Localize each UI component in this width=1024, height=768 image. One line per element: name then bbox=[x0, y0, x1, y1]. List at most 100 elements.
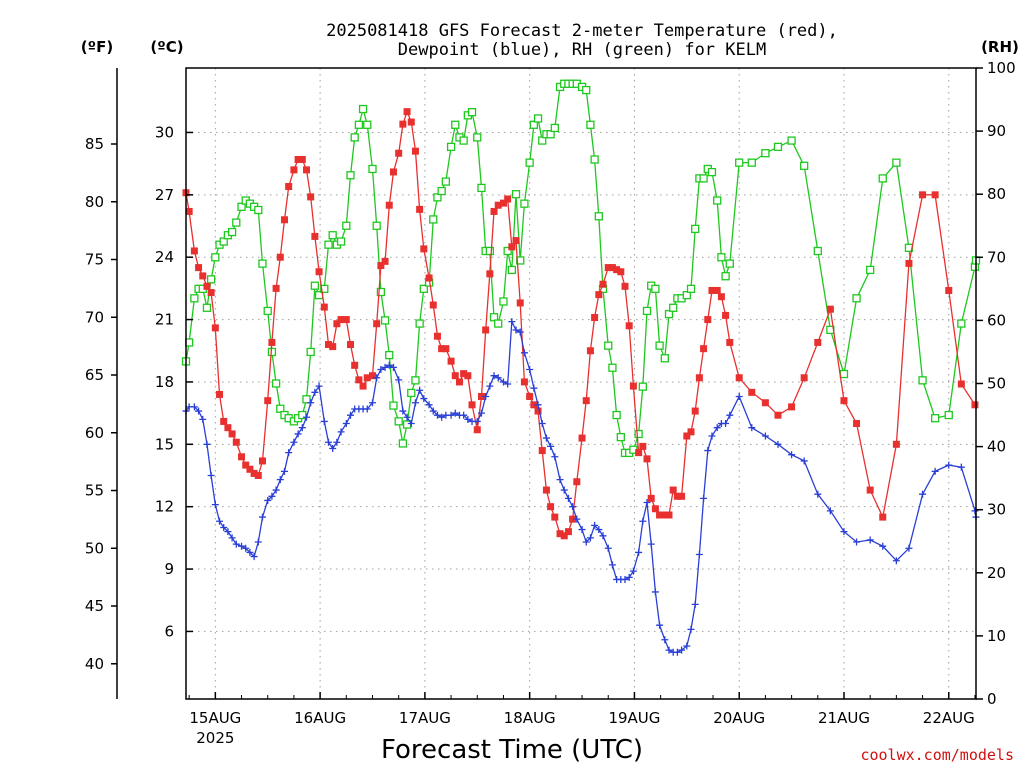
rh-point bbox=[310, 281, 320, 290]
temperature-point bbox=[346, 341, 354, 349]
temperature-point bbox=[290, 166, 298, 174]
dewpoint-point bbox=[625, 573, 633, 581]
dewpoint-point bbox=[298, 424, 306, 432]
dewpoint-point bbox=[320, 417, 328, 425]
rh-point bbox=[638, 382, 647, 391]
dewpoint-point bbox=[346, 411, 354, 419]
rh-point bbox=[211, 253, 220, 262]
dewpoint-point bbox=[892, 557, 900, 565]
dewpoint-point bbox=[608, 561, 616, 569]
dewpoint-point bbox=[520, 349, 528, 357]
temperature-point bbox=[407, 118, 415, 126]
temperature-point bbox=[551, 513, 559, 521]
rh-point bbox=[350, 133, 359, 142]
temperature-point bbox=[826, 305, 834, 313]
rh-point bbox=[489, 313, 499, 322]
temperature-point bbox=[599, 280, 607, 288]
dewpoint-point bbox=[683, 642, 691, 650]
rh-point bbox=[590, 155, 599, 164]
temperature-point bbox=[678, 492, 686, 500]
temperature-point bbox=[451, 372, 459, 380]
dewpoint-point bbox=[254, 538, 262, 546]
rh-point bbox=[363, 120, 372, 129]
dewpoint-point bbox=[713, 424, 721, 432]
rh-point bbox=[725, 259, 734, 268]
dewpoint-point bbox=[368, 399, 376, 407]
temperature-point bbox=[625, 322, 633, 330]
temperature-point bbox=[228, 430, 236, 438]
temperature-point bbox=[717, 293, 725, 301]
dewpoint-point bbox=[447, 411, 455, 419]
temperature-point bbox=[460, 370, 468, 378]
temperature-point bbox=[416, 205, 424, 213]
temperature-point bbox=[695, 374, 703, 382]
series-line-dewpoint bbox=[185, 319, 977, 653]
dewpoint-point bbox=[499, 378, 507, 386]
temperature-point bbox=[604, 264, 612, 272]
rh-point bbox=[682, 291, 691, 300]
tick-label-f: 75 bbox=[85, 251, 104, 269]
temperature-point bbox=[656, 511, 664, 519]
tick-label-c: 24 bbox=[155, 248, 174, 266]
tick-label-f: 70 bbox=[85, 308, 104, 326]
dewpoint-point bbox=[866, 536, 874, 544]
temperature-point bbox=[726, 338, 734, 346]
rh-point bbox=[699, 174, 708, 183]
rh-point bbox=[415, 319, 424, 328]
dewpoint-point bbox=[438, 413, 446, 421]
rh-point bbox=[385, 350, 394, 360]
dewpoint-point bbox=[826, 507, 834, 515]
rh-point bbox=[320, 284, 329, 294]
temperature-point bbox=[473, 426, 481, 434]
temperature-point bbox=[526, 392, 534, 400]
temperature-point bbox=[373, 320, 381, 328]
rh-point bbox=[892, 158, 901, 167]
dewpoint-point bbox=[276, 476, 284, 484]
tick-label-c: 12 bbox=[155, 498, 174, 516]
temperature-point bbox=[508, 243, 516, 251]
temperature-point bbox=[547, 503, 555, 511]
dewpoint-point bbox=[315, 382, 323, 390]
tick-label-rh: 40 bbox=[987, 438, 1006, 456]
dewpoint-point bbox=[268, 492, 276, 500]
rh-point bbox=[664, 309, 674, 319]
tick-label-rh: 80 bbox=[987, 185, 1006, 203]
dewpoint-point bbox=[556, 476, 564, 484]
rh-point bbox=[800, 161, 809, 170]
tick-label-x: 22AUG bbox=[923, 709, 975, 727]
temperature-point bbox=[560, 532, 568, 540]
temperature-point bbox=[564, 528, 572, 536]
dewpoint-point bbox=[264, 496, 272, 504]
dewpoint-point bbox=[302, 413, 310, 421]
temperature-point bbox=[368, 372, 376, 380]
dewpoint-point bbox=[547, 442, 555, 450]
temperature-point bbox=[853, 420, 861, 428]
rh-point bbox=[407, 388, 416, 398]
temperature-point bbox=[280, 216, 288, 224]
temperature-point bbox=[342, 316, 350, 324]
rh-point bbox=[219, 237, 228, 246]
dewpoint-point bbox=[294, 430, 302, 438]
rh-point bbox=[546, 130, 555, 139]
tick-label-rh: 30 bbox=[987, 501, 1006, 519]
temperature-point bbox=[516, 299, 524, 307]
dewpoint-point bbox=[311, 388, 319, 396]
temperature-point bbox=[735, 374, 743, 382]
temperature-point bbox=[438, 345, 446, 353]
dewpoint-point bbox=[595, 526, 603, 534]
credit-link[interactable]: coolwx.com/models bbox=[860, 746, 1014, 764]
temperature-point bbox=[866, 486, 874, 494]
temperature-point bbox=[298, 155, 306, 163]
series-layer bbox=[181, 79, 981, 656]
dewpoint-point bbox=[250, 553, 258, 561]
temperature-point bbox=[486, 270, 494, 278]
tick-label-f: 50 bbox=[85, 539, 104, 557]
temperature-point bbox=[272, 284, 280, 292]
rh-point bbox=[376, 287, 386, 297]
rh-point bbox=[389, 401, 398, 410]
tick-label-c: 30 bbox=[155, 123, 174, 141]
temperature-point bbox=[359, 382, 367, 390]
dewpoint-point bbox=[530, 384, 538, 392]
rh-point bbox=[258, 259, 267, 268]
dewpoint-point bbox=[621, 575, 629, 583]
